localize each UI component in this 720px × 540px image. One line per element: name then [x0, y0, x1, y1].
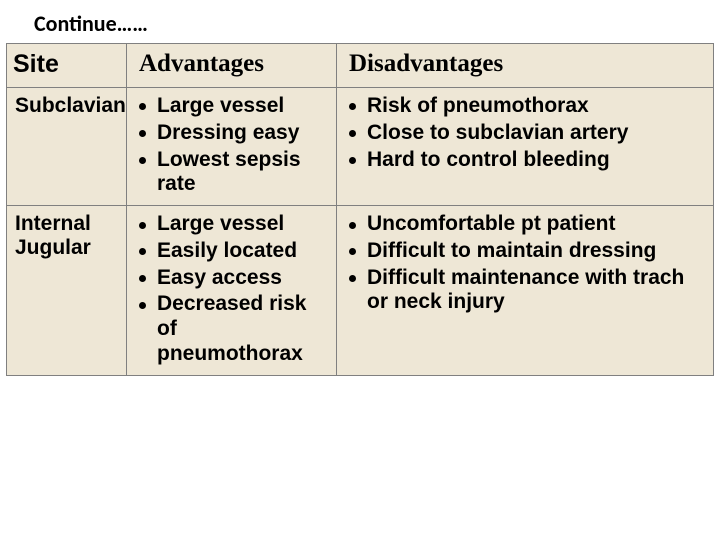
list-item: Easy access	[139, 266, 328, 291]
list-item: Large vessel	[139, 212, 328, 237]
disadvantages-list: Uncomfortable pt patient Difficult to ma…	[345, 212, 705, 315]
list-item: Risk of pneumothorax	[349, 94, 705, 119]
advantages-list: Large vessel Easily located Easy access …	[135, 212, 328, 367]
cell-disadvantages: Risk of pneumothorax Close to subclavian…	[337, 88, 714, 206]
cell-site: Internal Jugular	[7, 206, 127, 376]
list-item: Close to subclavian artery	[349, 121, 705, 146]
header-label: Advantages	[133, 50, 270, 78]
list-item: Lowest sepsis rate	[139, 148, 328, 198]
header-label: Disadvantages	[343, 50, 509, 78]
cell-advantages: Large vessel Easily located Easy access …	[127, 206, 337, 376]
table-container: Site Advantages Disadvantages Subclavian…	[0, 43, 720, 376]
page-title: Continue……	[0, 0, 720, 43]
list-item: Large vessel	[139, 94, 328, 119]
column-header-site: Site	[7, 44, 127, 88]
slide: Continue…… Site Advantages Disadvantages…	[0, 0, 720, 540]
cell-disadvantages: Uncomfortable pt patient Difficult to ma…	[337, 206, 714, 376]
table-header-row: Site Advantages Disadvantages	[7, 44, 714, 88]
cell-site: Subclavian	[7, 88, 127, 206]
list-item: Difficult maintenance with trach or neck…	[349, 266, 705, 316]
advantages-list: Large vessel Dressing easy Lowest sepsis…	[135, 94, 328, 197]
disadvantages-list: Risk of pneumothorax Close to subclavian…	[345, 94, 705, 172]
list-item: Easily located	[139, 239, 328, 264]
cell-advantages: Large vessel Dressing easy Lowest sepsis…	[127, 88, 337, 206]
list-item: Dressing easy	[139, 121, 328, 146]
table-row: Internal Jugular Large vessel Easily loc…	[7, 206, 714, 376]
list-item: Difficult to maintain dressing	[349, 239, 705, 264]
list-item: Uncomfortable pt patient	[349, 212, 705, 237]
column-header-disadvantages: Disadvantages	[337, 44, 714, 88]
list-item: Hard to control bleeding	[349, 148, 705, 173]
list-item: Decreased risk of pneumothorax	[139, 292, 328, 366]
table-row: Subclavian Large vessel Dressing easy Lo…	[7, 88, 714, 206]
column-header-advantages: Advantages	[127, 44, 337, 88]
comparison-table: Site Advantages Disadvantages Subclavian…	[6, 43, 714, 376]
